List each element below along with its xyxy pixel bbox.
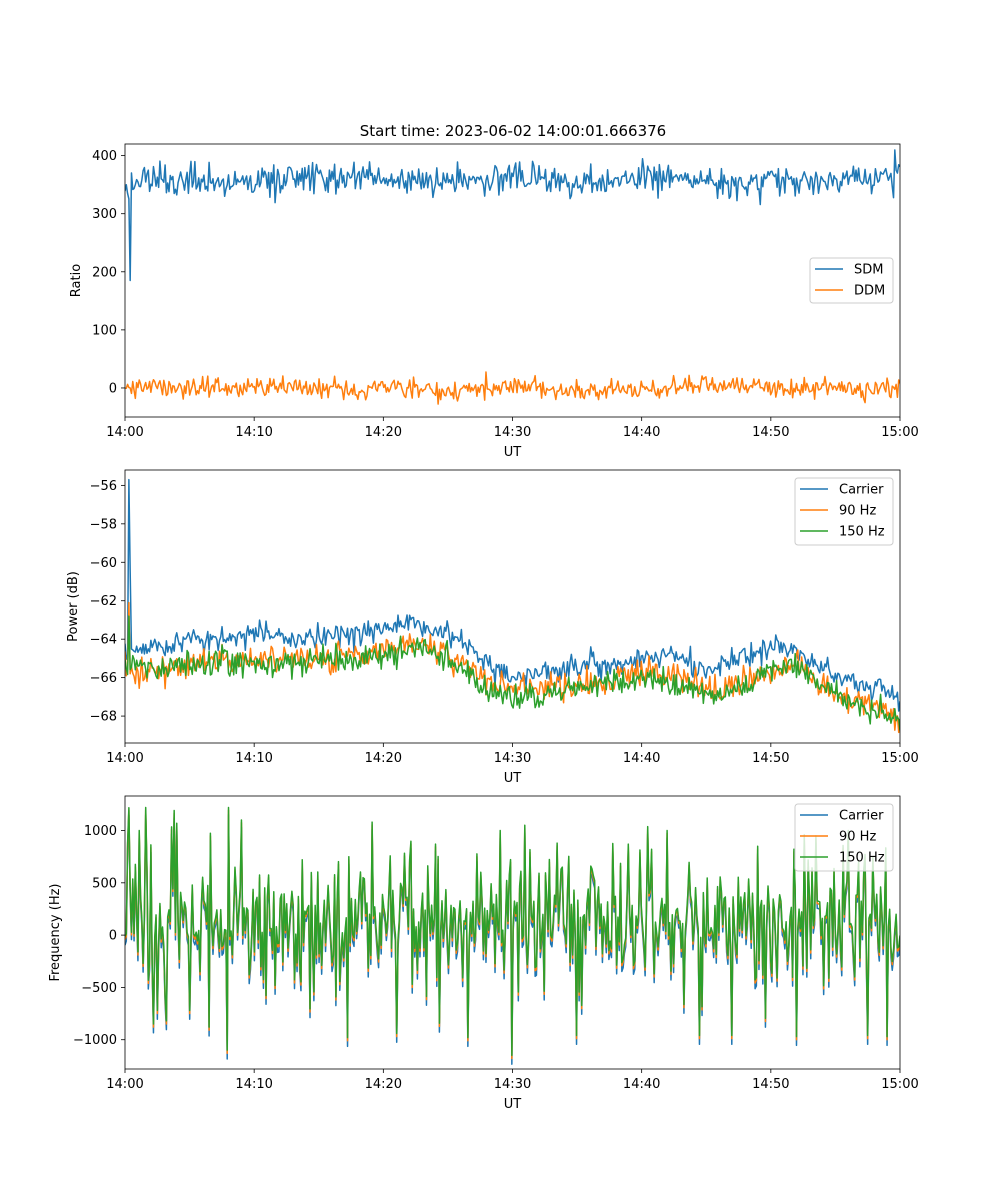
figure-title: Start time: 2023-06-02 14:00:01.666376 — [360, 122, 666, 140]
frequency-panel: 14:00 14:10 14:20 14:30 14:40 14:50 15:00 −1000… — [48, 795, 919, 1112]
x-tick-label: 14:00 — [106, 425, 143, 440]
legend: Carrier 90 Hz 150 Hz — [794, 803, 894, 872]
ratio-panel: 14:00 14:10 14:20 14:30 14:40 14:50 15:00 0 100 2… — [69, 143, 919, 460]
x-tick-label: 14:40 — [623, 425, 660, 440]
x-axis-label: UT — [504, 1097, 522, 1112]
x-tick-label: 14:00 — [106, 751, 143, 766]
series-lines — [125, 478, 900, 734]
y-tick-label: −64 — [90, 633, 117, 648]
x-tick-label: 14:50 — [752, 1077, 789, 1092]
y-tick-label: −58 — [90, 517, 117, 532]
x-tick-label: 15:00 — [881, 1077, 918, 1092]
y-axis-label: Frequency (Hz) — [48, 883, 63, 981]
x-tick-label: 14:50 — [752, 751, 789, 766]
legend: SDM DDM — [809, 257, 894, 304]
y-tick-label: 0 — [109, 929, 117, 944]
x-tick-label: 14:10 — [235, 1077, 272, 1092]
x-tick-label: 14:40 — [623, 1077, 660, 1092]
series-line-carrier — [125, 478, 900, 712]
y-tick-label: 200 — [92, 265, 117, 280]
y-tick-label: 300 — [92, 207, 117, 222]
y-tick-label: −60 — [90, 556, 117, 571]
x-tick-label: 14:50 — [752, 425, 789, 440]
x-tick-label: 14:10 — [235, 751, 272, 766]
series-line-150-hz — [125, 806, 900, 1057]
legend-label-sdm: SDM — [854, 263, 883, 278]
x-tick-label: 14:40 — [623, 751, 660, 766]
y-axis-label: Power (dB) — [66, 571, 81, 642]
x-tick-label: 15:00 — [881, 425, 918, 440]
x-tick-label: 14:30 — [494, 425, 531, 440]
x-tick-label: 14:10 — [235, 425, 272, 440]
x-tick-label: 14:20 — [365, 751, 402, 766]
power-panel: 14:00 14:10 14:20 14:30 14:40 14:50 15:00 −68 −6… — [66, 469, 919, 786]
x-tick-label: 14:20 — [365, 425, 402, 440]
series-lines — [125, 806, 900, 1065]
series-line-sdm — [125, 149, 900, 282]
legend-box — [794, 803, 894, 872]
y-tick-label: 500 — [92, 876, 117, 891]
series-line-90-hz — [125, 601, 900, 734]
y-tick-label: 100 — [92, 323, 117, 338]
series-line-ddm — [125, 371, 900, 405]
legend-label-90-hz: 90 Hz — [839, 830, 876, 845]
x-axis-label: UT — [504, 445, 522, 460]
x-tick-label: 14:00 — [106, 1077, 143, 1092]
y-tick-label: −1000 — [73, 1033, 117, 1048]
y-tick-label: −66 — [90, 671, 117, 686]
x-tick-label: 14:30 — [494, 751, 531, 766]
legend-box — [794, 477, 894, 546]
y-tick-label: −500 — [81, 981, 117, 996]
series-lines — [125, 149, 900, 405]
y-tick-label: −56 — [90, 479, 117, 494]
series-line-150-hz — [125, 615, 900, 731]
legend-label-90-hz: 90 Hz — [839, 504, 876, 519]
legend: Carrier 90 Hz 150 Hz — [794, 477, 894, 546]
x-tick-label: 14:20 — [365, 1077, 402, 1092]
legend-label-carrier: Carrier — [839, 809, 884, 824]
legend-label-carrier: Carrier — [839, 483, 884, 498]
y-tick-label: 1000 — [84, 824, 117, 839]
y-tick-label: 0 — [109, 381, 117, 396]
x-axis-label: UT — [504, 771, 522, 786]
legend-label-ddm: DDM — [854, 284, 885, 299]
plot-frame — [124, 469, 901, 744]
x-tick-label: 14:30 — [494, 1077, 531, 1092]
x-tick-label: 15:00 — [881, 751, 918, 766]
y-tick-label: 400 — [92, 149, 117, 164]
legend-label-150-hz: 150 Hz — [839, 851, 885, 866]
y-axis-label: Ratio — [69, 264, 84, 297]
y-tick-label: −62 — [90, 594, 117, 609]
legend-label-150-hz: 150 Hz — [839, 525, 885, 540]
y-tick-label: −68 — [90, 710, 117, 725]
